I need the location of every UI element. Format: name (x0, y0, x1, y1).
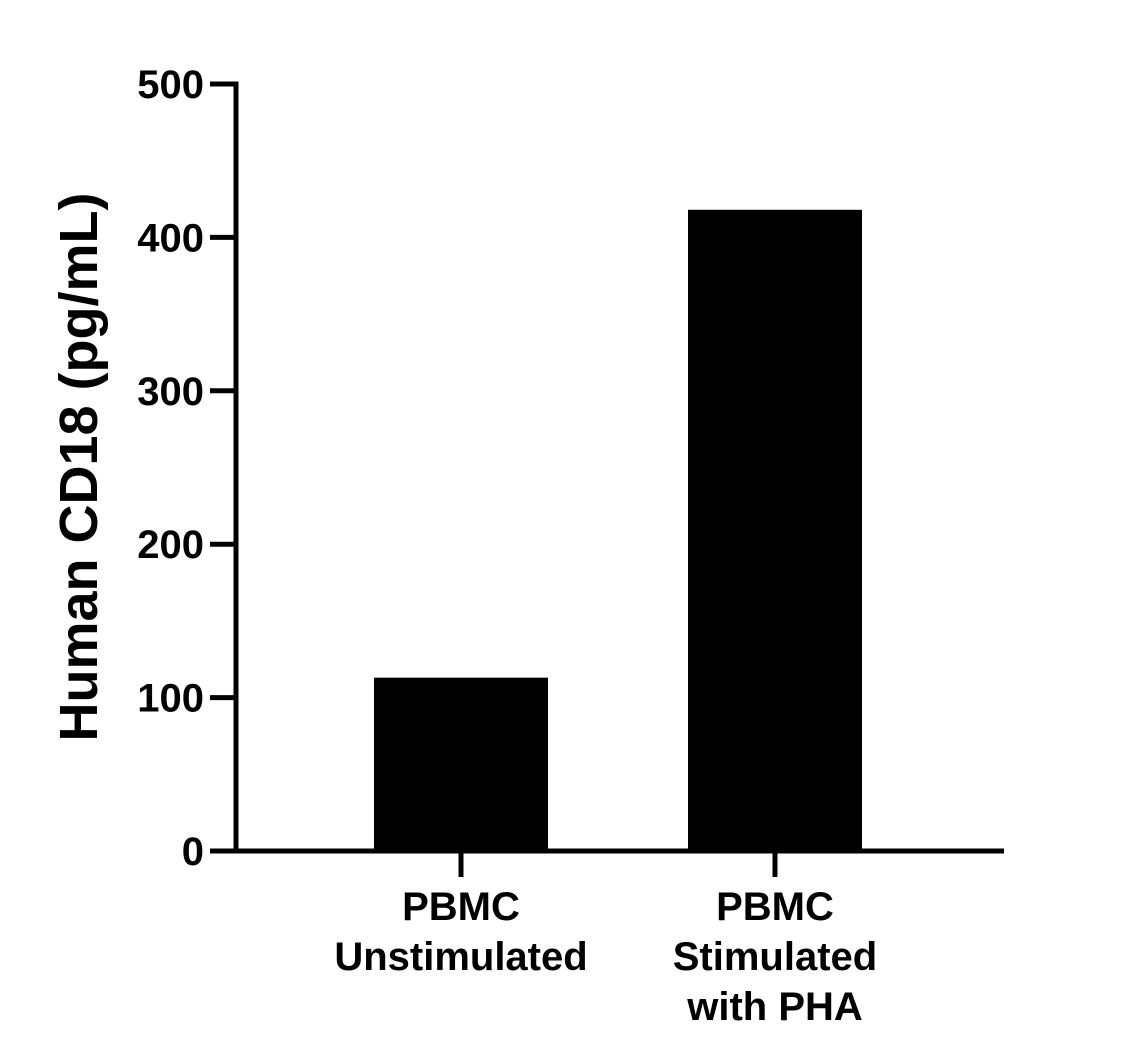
x-category-label: Stimulated (673, 935, 877, 979)
y-ticks: 0 100 200 300 400 500 (137, 63, 236, 874)
y-tick-label: 500 (137, 63, 204, 107)
y-tick-label: 100 (137, 677, 204, 721)
y-tick-label: 200 (137, 523, 204, 567)
x-category-label: PBMC (402, 885, 520, 929)
y-tick-label: 300 (137, 370, 204, 414)
x-category-label: PBMC (716, 885, 834, 929)
bar-1 (374, 677, 548, 851)
x-ticks: PBMC Unstimulated PBMC Stimulated with PHA (334, 851, 877, 1029)
y-tick-label: 400 (137, 216, 204, 260)
x-category-label: with PHA (686, 985, 863, 1029)
bars (374, 209, 862, 852)
y-tick-label: 0 (182, 830, 204, 874)
x-category-label: Unstimulated (334, 935, 587, 979)
bar-2 (688, 209, 862, 852)
axes (233, 81, 1004, 854)
y-axis-title: Human CD18 (pg/mL) (49, 192, 109, 741)
